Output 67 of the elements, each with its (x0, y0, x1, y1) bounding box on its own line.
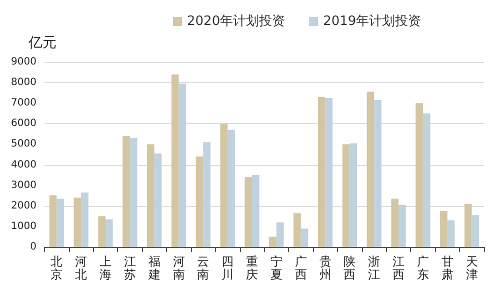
x-tick-label: 天津 (466, 254, 478, 282)
bar (74, 198, 82, 247)
x-tick-label: 云南 (197, 254, 210, 282)
x-tick-label: 广西 (294, 254, 307, 282)
bar (220, 124, 228, 247)
bar (178, 84, 186, 247)
bar (196, 156, 204, 247)
x-tick-label: 陕西 (344, 254, 356, 282)
bar (374, 100, 382, 247)
bar (171, 74, 179, 247)
x-tick-label: 北京 (50, 254, 63, 282)
x-tick-label: 福建 (147, 254, 160, 282)
bar (318, 96, 326, 247)
bar (300, 228, 308, 247)
bar (252, 175, 260, 247)
bar (269, 236, 276, 247)
bar (122, 136, 130, 247)
y-tick-label: 8000 (10, 77, 36, 88)
y-tick-label: 1000 (10, 220, 36, 232)
bar (203, 142, 210, 247)
bar (391, 198, 399, 247)
bar (154, 153, 162, 247)
y-tick-label: 9000 (10, 56, 36, 68)
bar (147, 144, 154, 247)
x-tick-label: 浙江 (368, 254, 380, 282)
bar (350, 143, 358, 247)
bar (422, 113, 430, 247)
bar (342, 144, 350, 247)
bar (366, 92, 374, 247)
bar (276, 222, 284, 247)
x-tick-label: 江西 (392, 254, 405, 282)
y-tick-label: 6000 (10, 118, 36, 130)
x-tick-label: 江苏 (124, 254, 136, 282)
bar (416, 103, 423, 247)
y-tick-label: 4000 (10, 159, 36, 170)
x-tick-label: 四川 (222, 254, 234, 282)
bar (325, 98, 333, 247)
x-tick-label: 甘肃 (441, 254, 454, 282)
bar (398, 204, 406, 247)
bar (228, 130, 235, 247)
x-tick-label: 重庆 (246, 254, 258, 282)
y-tick-label: 5000 (10, 138, 36, 150)
legend-label: 2020年计划投资 (187, 14, 286, 29)
bar (49, 195, 57, 247)
x-tick-label: 河南 (172, 254, 185, 282)
bar (98, 216, 106, 247)
bar (440, 211, 448, 247)
y-axis-title: 亿元 (27, 35, 56, 51)
bar (56, 198, 64, 247)
bar (464, 204, 472, 247)
bar (294, 213, 301, 247)
bar (447, 220, 455, 247)
x-tick-label: 宁夏 (270, 254, 282, 282)
bar (472, 215, 480, 247)
x-tick-label: 上海 (100, 254, 112, 282)
x-tick-label: 广东 (416, 254, 429, 282)
bar (244, 177, 252, 247)
y-tick-label: 3000 (10, 180, 36, 191)
x-tick-label: 河北 (75, 254, 88, 282)
legend-label: 2019年计划投资 (323, 14, 422, 29)
x-tick-label: 贵州 (319, 254, 332, 282)
y-tick-label: 2000 (10, 200, 36, 212)
y-tick-label: 0 (30, 242, 36, 252)
y-tick-label: 7000 (10, 98, 36, 109)
bar (130, 138, 138, 247)
bar (106, 219, 113, 247)
bar (81, 192, 88, 247)
